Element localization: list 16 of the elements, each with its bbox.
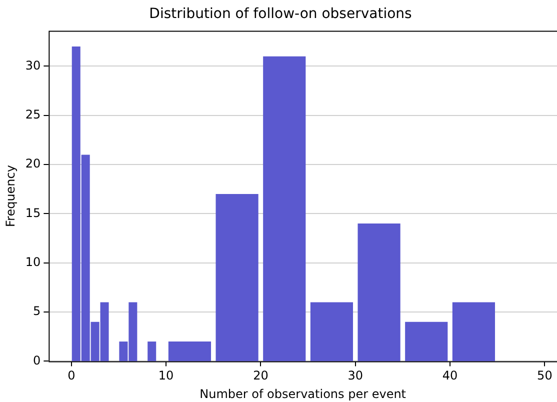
y-tick-label: 0 (33, 353, 41, 368)
x-tick-label: 40 (442, 368, 458, 383)
y-tick-label: 30 (25, 58, 41, 72)
chart-title: Distribution of follow-on observations (149, 6, 412, 22)
y-tick-label: 5 (33, 304, 41, 318)
y-axis-title: Frequency (3, 165, 18, 227)
x-axis-title: Number of observations per event (200, 386, 406, 401)
x-tick-label: 0 (68, 368, 76, 383)
x-tick-label: 50 (537, 368, 552, 383)
x-tick-label: 10 (158, 368, 174, 383)
y-tick-label: 20 (25, 156, 41, 171)
x-tick-label: 20 (253, 368, 268, 383)
y-tick-label: 10 (25, 254, 41, 269)
y-tick-label: 25 (25, 107, 41, 122)
x-tick-label: 30 (348, 368, 364, 383)
y-tick-label: 15 (25, 206, 41, 220)
